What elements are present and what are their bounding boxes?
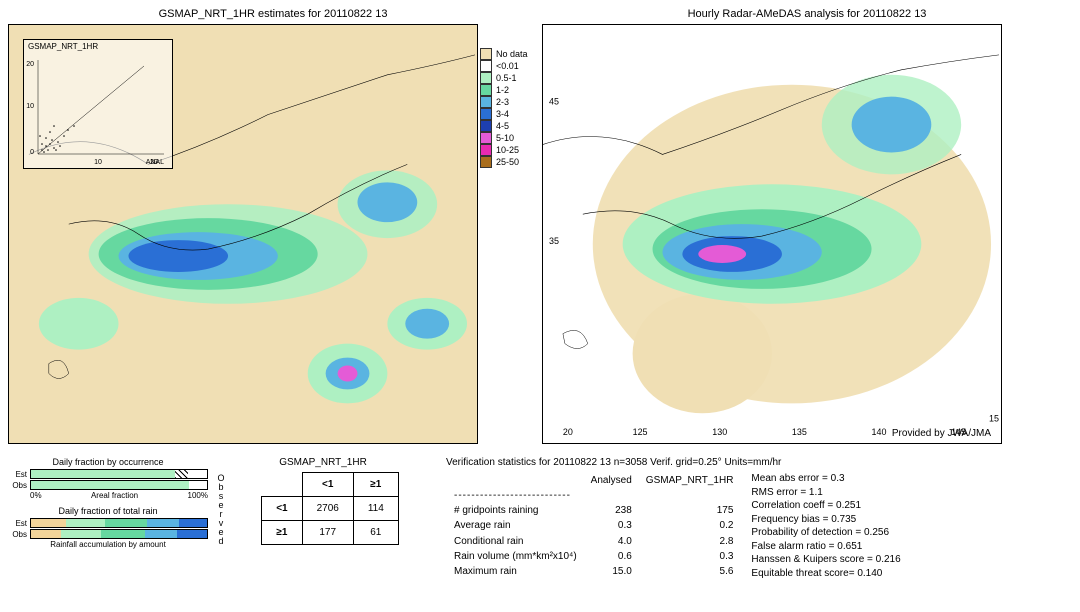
verification-panel: Verification statistics for 20110822 13 … xyxy=(438,457,1072,604)
inset-title: GSMAP_NRT_1HR xyxy=(24,40,172,53)
contingency-table: <1≥1 <12706114 ≥117761 xyxy=(261,472,399,545)
score-line: Correlation coeff = 0.251 xyxy=(751,499,900,513)
score-line: Probability of detection = 0.256 xyxy=(751,526,900,540)
obs-label: Observed xyxy=(216,473,226,545)
verif-table: AnalysedGSMAP_NRT_1HR ------------------… xyxy=(446,472,741,580)
verif-row: Conditional rain4.02.8 xyxy=(448,535,739,548)
score-line: False alarm ratio = 0.651 xyxy=(751,540,900,554)
verif-row: # gridpoints raining238175 xyxy=(448,504,739,517)
rain-title: Daily fraction of total rain xyxy=(8,506,208,516)
score-line: Equitable threat score= 0.140 xyxy=(751,567,900,581)
right-map-panel: Hourly Radar-AMeDAS analysis for 2011082… xyxy=(542,8,1072,449)
left-map-inset: GSMAP_NRT_1HR ANAL xyxy=(23,39,173,169)
verif-title: Verification statistics for 20110822 13 … xyxy=(446,457,1064,468)
svg-text:125: 125 xyxy=(633,427,648,437)
score-line: Hanssen & Kuipers score = 0.216 xyxy=(751,553,900,567)
left-map-title: GSMAP_NRT_1HR estimates for 20110822 13 xyxy=(8,8,538,20)
svg-text:130: 130 xyxy=(712,427,727,437)
left-map: GSMAP_NRT_1HR ANAL xyxy=(8,24,478,444)
occ-title: Daily fraction by occurrence xyxy=(8,457,208,467)
contingency-panel: GSMAP_NRT_1HR Observed <1≥1 <12706114 ≥1… xyxy=(208,457,438,604)
provided-label: Provided by JWA/JMA xyxy=(892,428,991,439)
svg-text:135: 135 xyxy=(792,427,807,437)
occ-bar-row: Obs xyxy=(8,480,208,490)
fraction-bars: Daily fraction by occurrence EstObs 0%Ar… xyxy=(8,457,208,604)
score-line: RMS error = 1.1 xyxy=(751,486,900,500)
rain-bar-row: Obs xyxy=(8,529,208,539)
score-line: Frequency bias = 0.735 xyxy=(751,513,900,527)
score-line: Mean abs error = 0.3 xyxy=(751,472,900,486)
verif-row: Average rain0.30.2 xyxy=(448,519,739,532)
verif-row: Rain volume (mm*km²x10⁴)0.60.3 xyxy=(448,550,739,563)
right-map: 20 125 130 135 140 145 15 35 45 Provided… xyxy=(542,24,1002,444)
svg-text:45: 45 xyxy=(549,97,559,107)
svg-text:20: 20 xyxy=(150,159,158,166)
verif-scores: Mean abs error = 0.3RMS error = 1.1Corre… xyxy=(751,472,900,580)
svg-text:0: 0 xyxy=(30,149,34,156)
svg-text:20: 20 xyxy=(563,427,573,437)
right-map-title: Hourly Radar-AMeDAS analysis for 2011082… xyxy=(542,8,1072,20)
svg-text:10: 10 xyxy=(26,103,34,110)
svg-text:10: 10 xyxy=(94,159,102,166)
svg-text:35: 35 xyxy=(549,236,559,246)
occ-bar-row: Est xyxy=(8,469,208,479)
left-map-panel: GSMAP_NRT_1HR estimates for 20110822 13 xyxy=(8,8,538,449)
rain-footer: Rainfall accumulation by amount xyxy=(8,540,208,549)
ct-prod: GSMAP_NRT_1HR xyxy=(216,457,430,468)
svg-text:140: 140 xyxy=(872,427,887,437)
verif-row: Maximum rain15.05.6 xyxy=(448,565,739,578)
svg-text:20: 20 xyxy=(26,61,34,68)
svg-text:15: 15 xyxy=(989,413,999,423)
rain-bar-row: Est xyxy=(8,518,208,528)
